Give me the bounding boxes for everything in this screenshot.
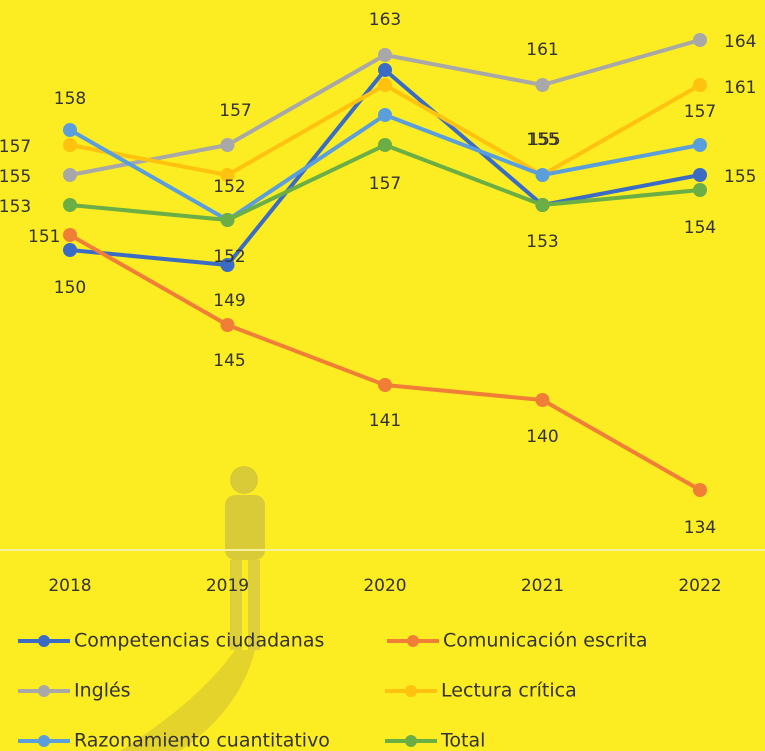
data-label: 140: [526, 427, 558, 447]
legend-label: Razonamiento cuantitativo: [74, 730, 330, 751]
legend-label: Inglés: [74, 680, 131, 702]
data-point: [693, 168, 707, 182]
data-point: [693, 78, 707, 92]
data-point: [63, 168, 77, 182]
data-point: [693, 483, 707, 497]
data-label: 158: [54, 89, 86, 109]
data-point: [63, 138, 77, 152]
data-point: [378, 48, 392, 62]
legend-label: Total: [440, 730, 485, 751]
data-point: [693, 138, 707, 152]
data-point: [63, 243, 77, 257]
data-label: 150: [54, 278, 86, 298]
legend-label: Comunicación escrita: [443, 630, 648, 652]
legend-label: Lectura crítica: [441, 680, 577, 702]
data-point: [221, 213, 235, 227]
data-label: 155: [528, 130, 560, 150]
x-tick-label: 2019: [206, 576, 249, 596]
x-tick-label: 2018: [48, 576, 91, 596]
legend-dot: [405, 685, 417, 697]
data-label: 157: [684, 102, 716, 122]
data-point: [63, 198, 77, 212]
legend-dot: [38, 685, 50, 697]
data-label: 152: [213, 247, 245, 267]
data-label: 153: [0, 197, 31, 217]
data-label: 149: [213, 291, 245, 311]
data-point: [378, 63, 392, 77]
data-label: 141: [369, 411, 401, 431]
data-point: [221, 318, 235, 332]
data-label: 134: [684, 518, 716, 538]
data-point: [63, 123, 77, 137]
x-tick-label: 2020: [363, 576, 406, 596]
data-label: 157: [219, 101, 251, 121]
legend-dot: [407, 635, 419, 647]
data-point: [536, 78, 550, 92]
data-label: 164: [724, 32, 756, 52]
data-label: 155: [724, 167, 756, 187]
data-point: [536, 168, 550, 182]
data-label: 163: [369, 10, 401, 30]
data-point: [536, 393, 550, 407]
data-label: 154: [684, 218, 716, 238]
legend-dot: [38, 735, 50, 747]
data-label: 152: [213, 177, 245, 197]
data-label: 151: [28, 227, 60, 247]
legend-label: Competencias ciudadanas: [74, 630, 324, 652]
x-tick-label: 2022: [678, 576, 721, 596]
data-label: 153: [526, 232, 558, 252]
data-point: [378, 378, 392, 392]
x-tick-label: 2021: [521, 576, 564, 596]
data-point: [378, 138, 392, 152]
data-point: [221, 138, 235, 152]
data-point: [693, 33, 707, 47]
data-label: 161: [724, 78, 756, 98]
data-label: 145: [213, 351, 245, 371]
data-label: 155: [0, 167, 31, 187]
legend-dot: [38, 635, 50, 647]
data-point: [63, 228, 77, 242]
chart: 2018 2019 2020 2021 2022 150 149 155 151 145 141 14…: [0, 0, 765, 751]
data-point: [536, 198, 550, 212]
data-label: 161: [526, 40, 558, 60]
data-label: 157: [0, 137, 31, 157]
data-label: 157: [369, 174, 401, 194]
data-point: [378, 78, 392, 92]
legend-dot: [405, 735, 417, 747]
data-point: [378, 108, 392, 122]
data-point: [693, 183, 707, 197]
